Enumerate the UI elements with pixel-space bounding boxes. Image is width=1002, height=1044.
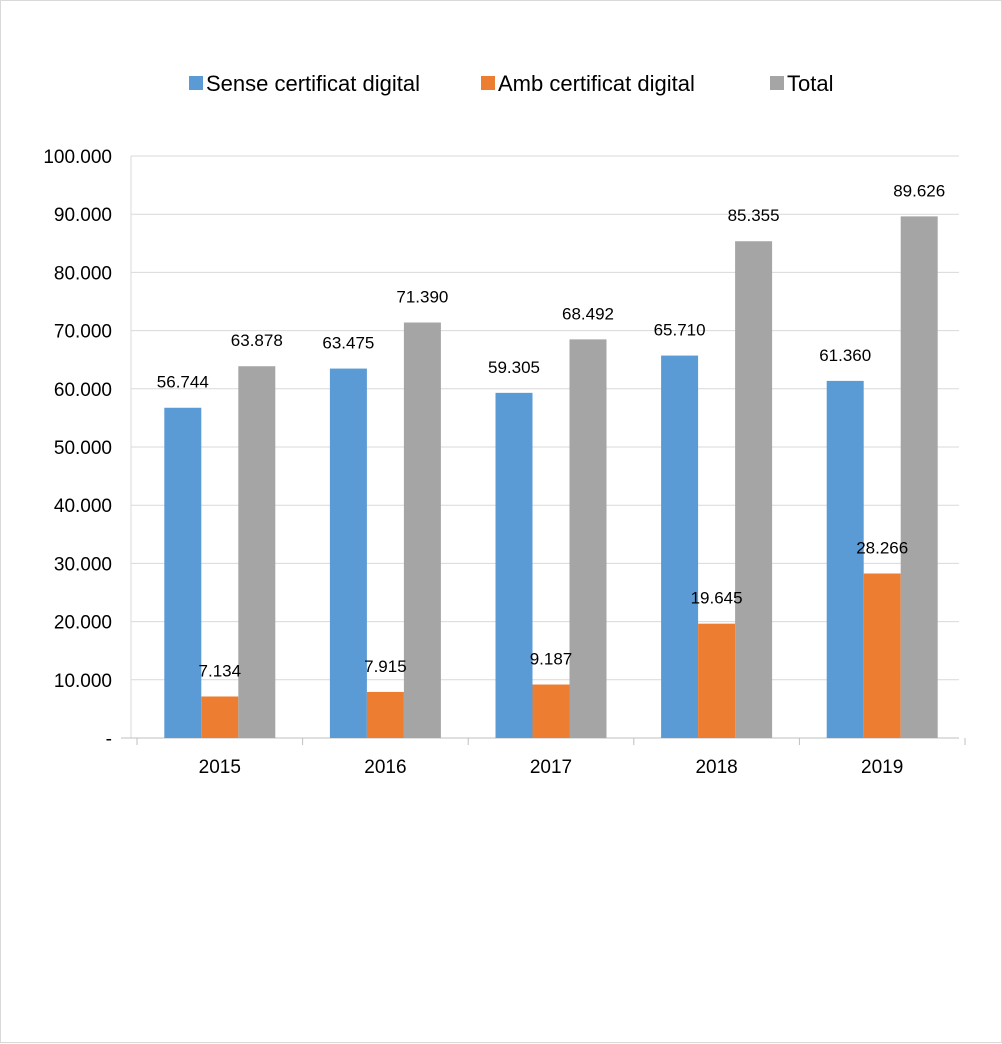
- bar: [532, 684, 570, 738]
- data-label: 56.744: [157, 373, 209, 392]
- x-tick-label: 2017: [530, 757, 572, 778]
- legend-swatch: [189, 76, 203, 90]
- data-label: 85.355: [728, 206, 780, 225]
- bar: [238, 366, 276, 738]
- data-label: 28.266: [856, 538, 908, 557]
- y-tick-label: 40.000: [54, 496, 112, 517]
- y-tick-label: 20.000: [54, 613, 112, 634]
- y-tick-label: 90.000: [54, 205, 112, 226]
- data-label: 59.305: [488, 358, 540, 377]
- bar: [201, 696, 239, 738]
- legend-label: Amb certificat digital: [498, 71, 695, 96]
- x-tick-label: 2019: [861, 757, 903, 778]
- data-label: 7.915: [364, 657, 407, 676]
- y-tick-label: 70.000: [54, 322, 112, 343]
- legend-label: Total: [787, 71, 833, 96]
- data-label: 68.492: [562, 304, 614, 323]
- bar: [495, 392, 533, 738]
- y-tick-label: 60.000: [54, 380, 112, 401]
- x-tick-label: 2016: [364, 757, 406, 778]
- bar: [329, 368, 367, 738]
- data-label: 71.390: [396, 288, 448, 307]
- bar: [366, 691, 404, 738]
- data-label: 61.360: [819, 346, 871, 365]
- y-tick-label: 100.000: [43, 147, 112, 168]
- bar: [826, 380, 864, 738]
- data-label: 9.187: [530, 650, 573, 669]
- legend-label: Sense certificat digital: [206, 71, 420, 96]
- legend-swatch: [770, 76, 784, 90]
- bar: [698, 623, 736, 738]
- legend: Sense certificat digital Amb certificat d…: [189, 71, 833, 96]
- x-tick-label: 2015: [199, 757, 241, 778]
- bar: [164, 407, 202, 738]
- y-tick-label: -: [106, 729, 112, 750]
- y-axis: - 10.000 20.000 30.000 40.000 50.000 60.000 70.…: [43, 147, 132, 750]
- data-label: 7.134: [199, 661, 242, 680]
- bar: [863, 573, 901, 738]
- data-label: 63.475: [322, 334, 374, 353]
- legend-swatch: [481, 76, 495, 90]
- bars: [164, 216, 938, 739]
- x-tick-label: 2018: [695, 757, 737, 778]
- data-label: 19.645: [691, 589, 743, 608]
- data-label: 63.878: [231, 331, 283, 350]
- data-label: 89.626: [893, 181, 945, 200]
- data-labels: 56.744 7.134 63.878 63.475 7.915 71.390 59.305…: [157, 181, 945, 680]
- y-tick-label: 10.000: [54, 671, 112, 692]
- bar: [900, 216, 938, 738]
- x-axis: 2015 2016 2017 2018 2019: [121, 737, 966, 778]
- bar: [735, 241, 773, 739]
- y-tick-label: 30.000: [54, 554, 112, 575]
- bar: [569, 339, 607, 738]
- y-tick-label: 50.000: [54, 438, 112, 459]
- data-label: 65.710: [654, 321, 706, 340]
- bar: [661, 355, 699, 738]
- bar: [403, 322, 441, 738]
- y-tick-label: 80.000: [54, 263, 112, 284]
